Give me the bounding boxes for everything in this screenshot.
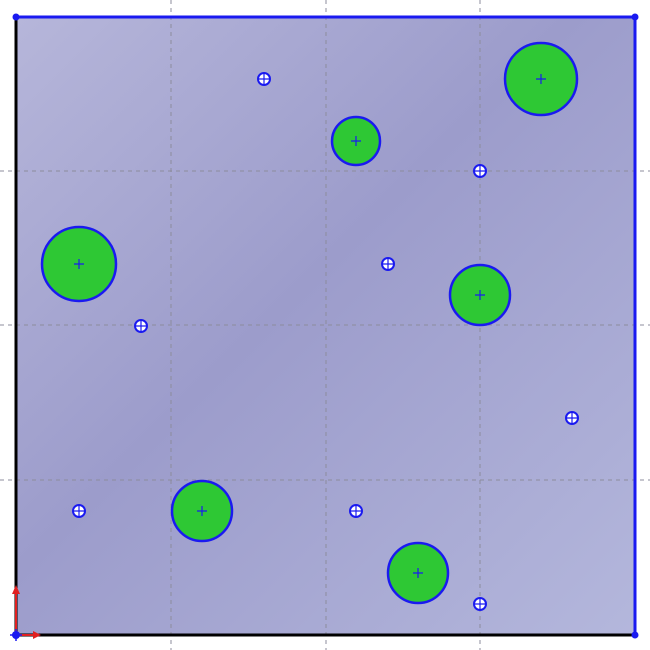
small-hole-7[interactable] (349, 504, 363, 518)
small-hole-2[interactable] (473, 164, 487, 178)
plus-icon (74, 259, 84, 269)
large-circle-4[interactable] (448, 263, 512, 327)
plus-icon (197, 506, 207, 516)
plus-icon (474, 165, 486, 177)
plus-icon (258, 73, 270, 85)
origin-cross-icon (10, 629, 22, 641)
small-hole-6[interactable] (72, 504, 86, 518)
small-hole-8[interactable] (473, 597, 487, 611)
corner-point-top-right[interactable] (631, 13, 639, 21)
small-holes (72, 72, 579, 611)
large-circle-2[interactable] (330, 115, 382, 167)
plus-icon (350, 505, 362, 517)
small-hole-3[interactable] (381, 257, 395, 271)
corner-point-bottom-right[interactable] (631, 631, 639, 639)
plus-icon (566, 412, 578, 424)
small-hole-1[interactable] (257, 72, 271, 86)
large-circles (40, 41, 579, 605)
plus-icon (474, 598, 486, 610)
large-circle-3[interactable] (40, 225, 118, 303)
axis-x-arrow-icon (33, 631, 41, 639)
corner-point-top-left[interactable] (12, 13, 20, 21)
plus-icon (351, 136, 361, 146)
small-hole-4[interactable] (134, 319, 148, 333)
large-circle-1[interactable] (503, 41, 579, 117)
large-circle-5[interactable] (170, 479, 234, 543)
large-circle-6[interactable] (386, 541, 450, 605)
plus-icon (413, 568, 423, 578)
plus-icon (73, 505, 85, 517)
plus-icon (135, 320, 147, 332)
plus-icon (382, 258, 394, 270)
plus-icon (536, 74, 546, 84)
small-hole-5[interactable] (565, 411, 579, 425)
plus-icon (475, 290, 485, 300)
axis-y-arrow-icon (12, 585, 20, 594)
origin-icon[interactable] (10, 585, 41, 641)
